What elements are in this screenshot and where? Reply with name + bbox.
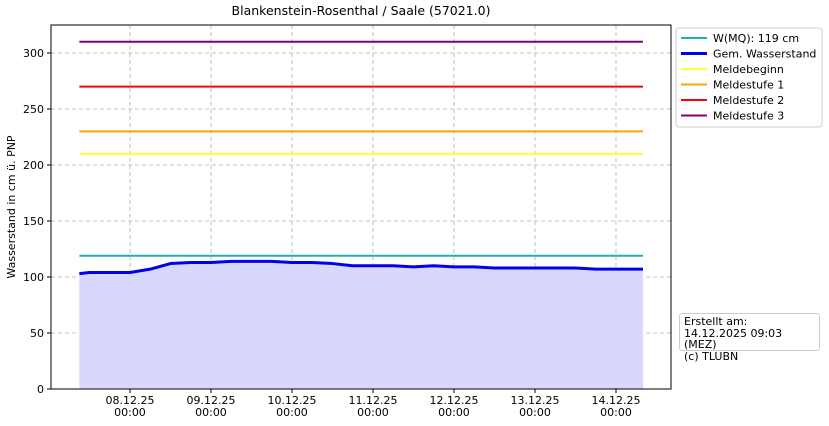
note-box: Erstellt am: 14.12.2025 09:03 (MEZ) (c) TL… [679, 313, 820, 362]
y-tick-label: 0 [37, 383, 44, 396]
y-tick-label: 150 [23, 215, 44, 228]
x-tick-label: 08.12.25 00:00 [105, 394, 155, 419]
legend-label: Meldebeginn [713, 63, 784, 76]
plot-frame [50, 24, 672, 390]
legend-label: Gem. Wasserstand [713, 48, 816, 61]
legend-label: W(MQ): 119 cm [713, 32, 799, 45]
water-level-line [79, 259, 643, 276]
note-line: Erstellt am: [684, 315, 748, 328]
x-tick-label: 11.12.25 00:00 [348, 394, 398, 419]
y-tick-label: 100 [23, 271, 44, 284]
legend-box [675, 27, 823, 128]
area [79, 261, 643, 389]
legend-label: Meldestufe 3 [713, 110, 784, 123]
x-tick-label: 14.12.25 00:00 [591, 394, 641, 419]
x-tick-label: 09.12.25 00:00 [186, 394, 236, 419]
legend-label: Meldestufe 2 [713, 94, 784, 107]
chart-title: Blankenstein-Rosenthal / Saale (57021.0) [232, 3, 491, 18]
y-tick-label: 50 [30, 327, 44, 340]
x-tick-label: 12.12.25 00:00 [429, 394, 479, 419]
note-line: 14.12.2025 09:03 (MEZ) [684, 326, 783, 351]
plot [79, 40, 643, 276]
x-tick-label: 13.12.25 00:00 [510, 394, 560, 419]
y-tick-label: 300 [23, 47, 44, 60]
legend-label: Meldestufe 1 [713, 79, 784, 92]
x-tick-label: 10.12.25 00:00 [267, 394, 317, 419]
grid [51, 25, 671, 390]
y-tick-label: 250 [23, 103, 44, 116]
y-tick-label: 200 [23, 159, 44, 172]
y-axis-label: Wasserstand in cm ü. PNP [5, 135, 18, 279]
note-line: (c) TLUBN [684, 349, 739, 363]
